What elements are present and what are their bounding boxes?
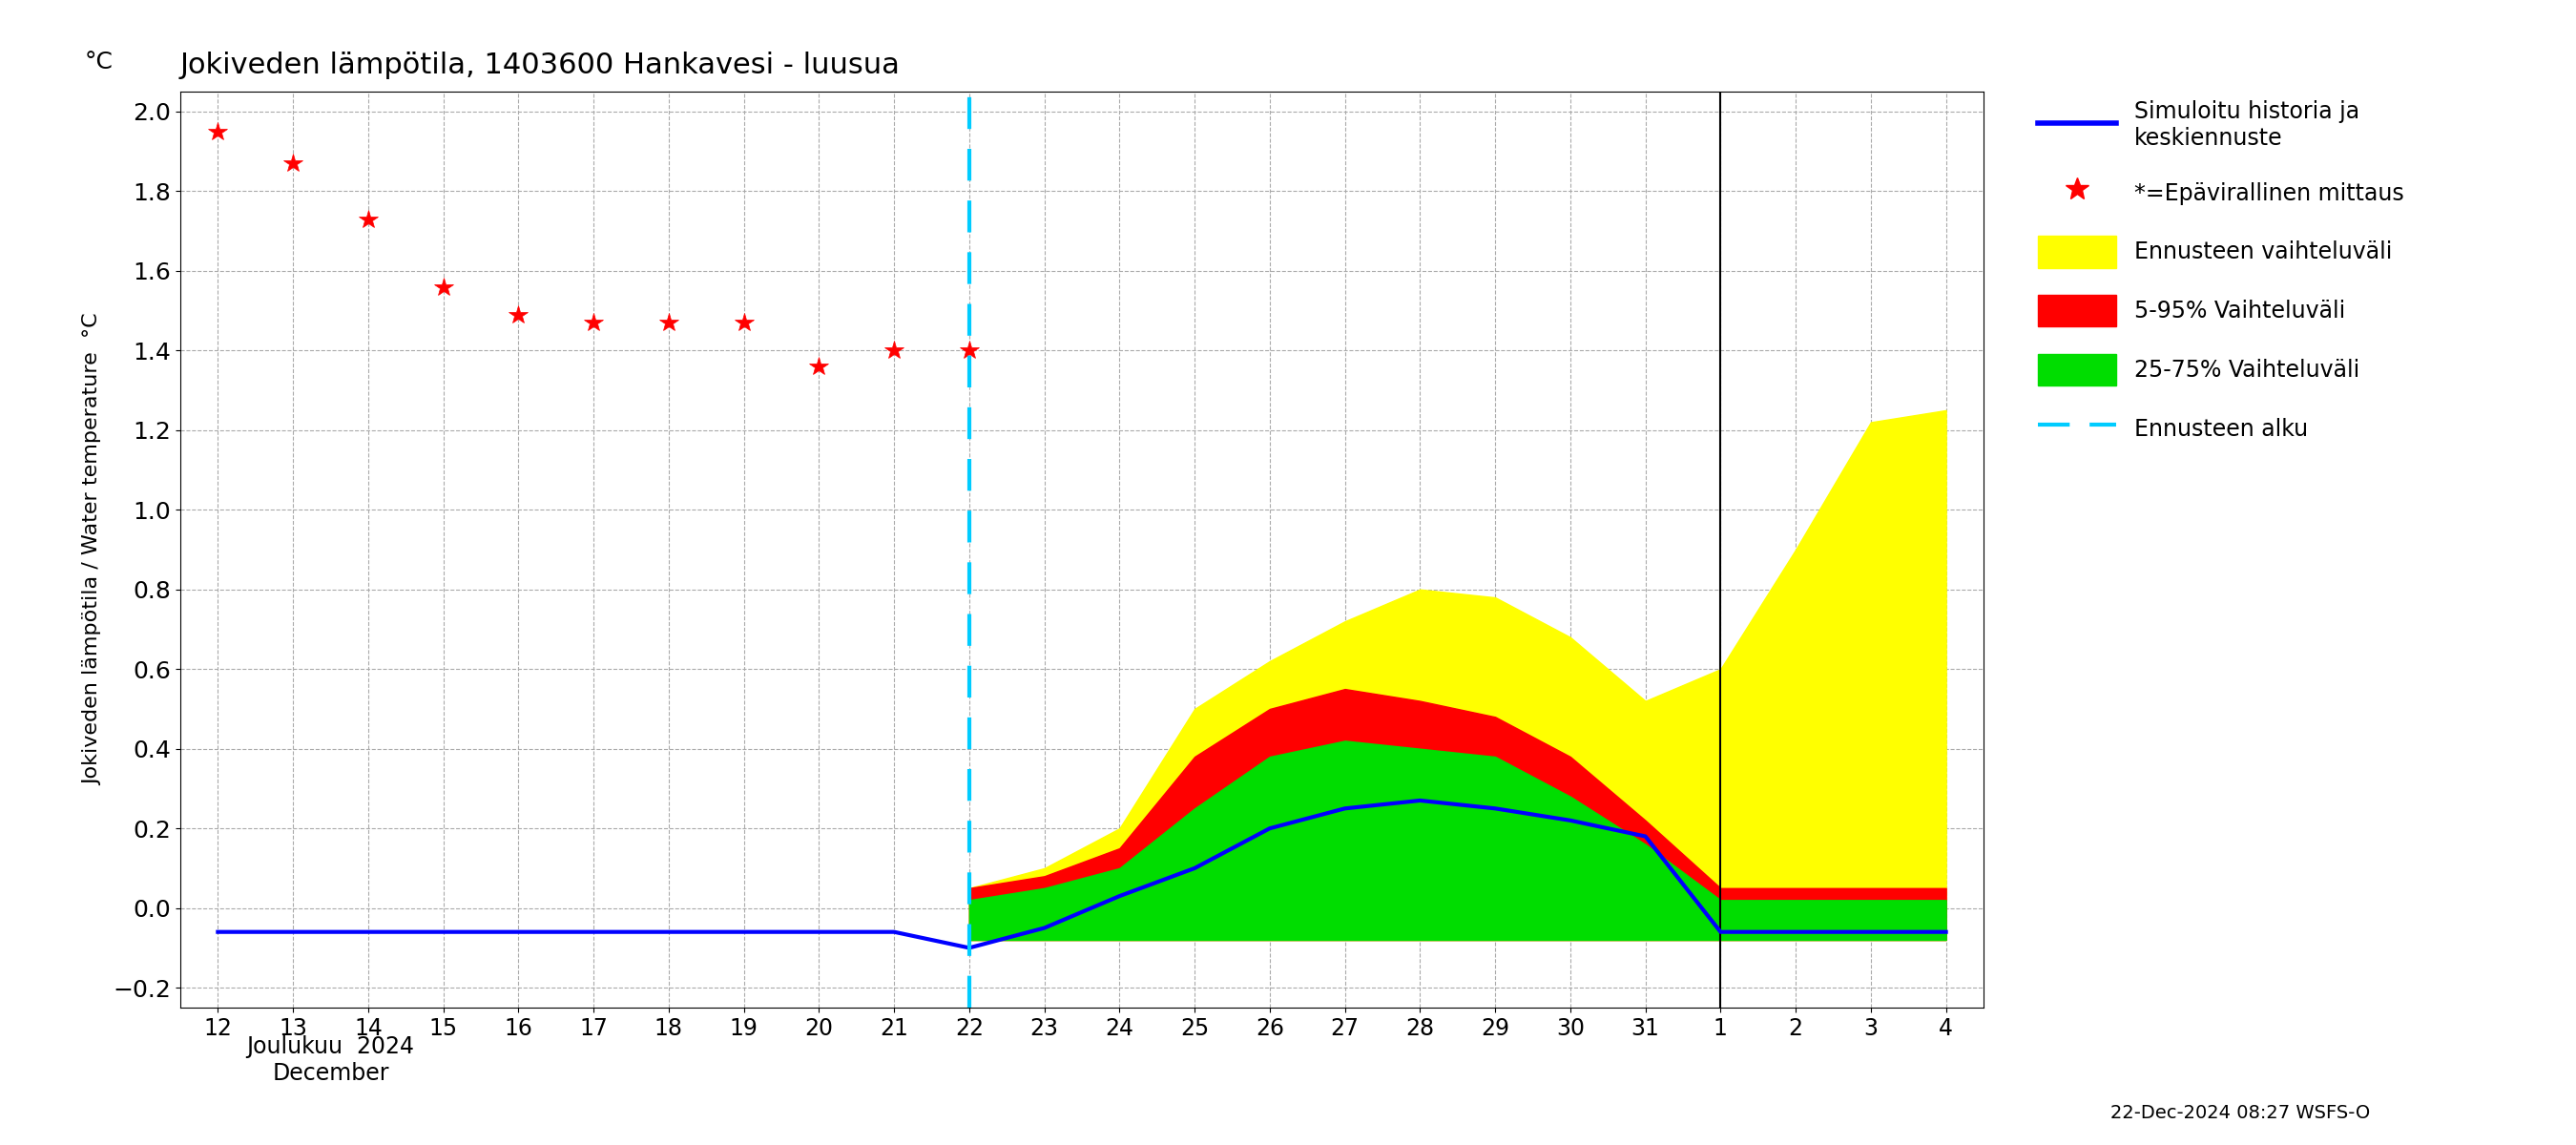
Text: 22-Dec-2024 08:27 WSFS-O: 22-Dec-2024 08:27 WSFS-O: [2110, 1104, 2370, 1122]
Text: Jokiveden lämpötila, 1403600 Hankavesi - luusua: Jokiveden lämpötila, 1403600 Hankavesi -…: [180, 52, 902, 79]
Legend: Simuloitu historia ja
keskiennuste, *=Epävirallinen mittaus, Ennusteen vaihteluv: Simuloitu historia ja keskiennuste, *=Ep…: [2030, 94, 2411, 451]
Text: °C: °C: [85, 50, 113, 73]
Text: Joulukuu  2024
December: Joulukuu 2024 December: [247, 1035, 415, 1085]
Y-axis label: Jokiveden lämpötila / Water temperature  °C: Jokiveden lämpötila / Water temperature …: [82, 314, 103, 785]
